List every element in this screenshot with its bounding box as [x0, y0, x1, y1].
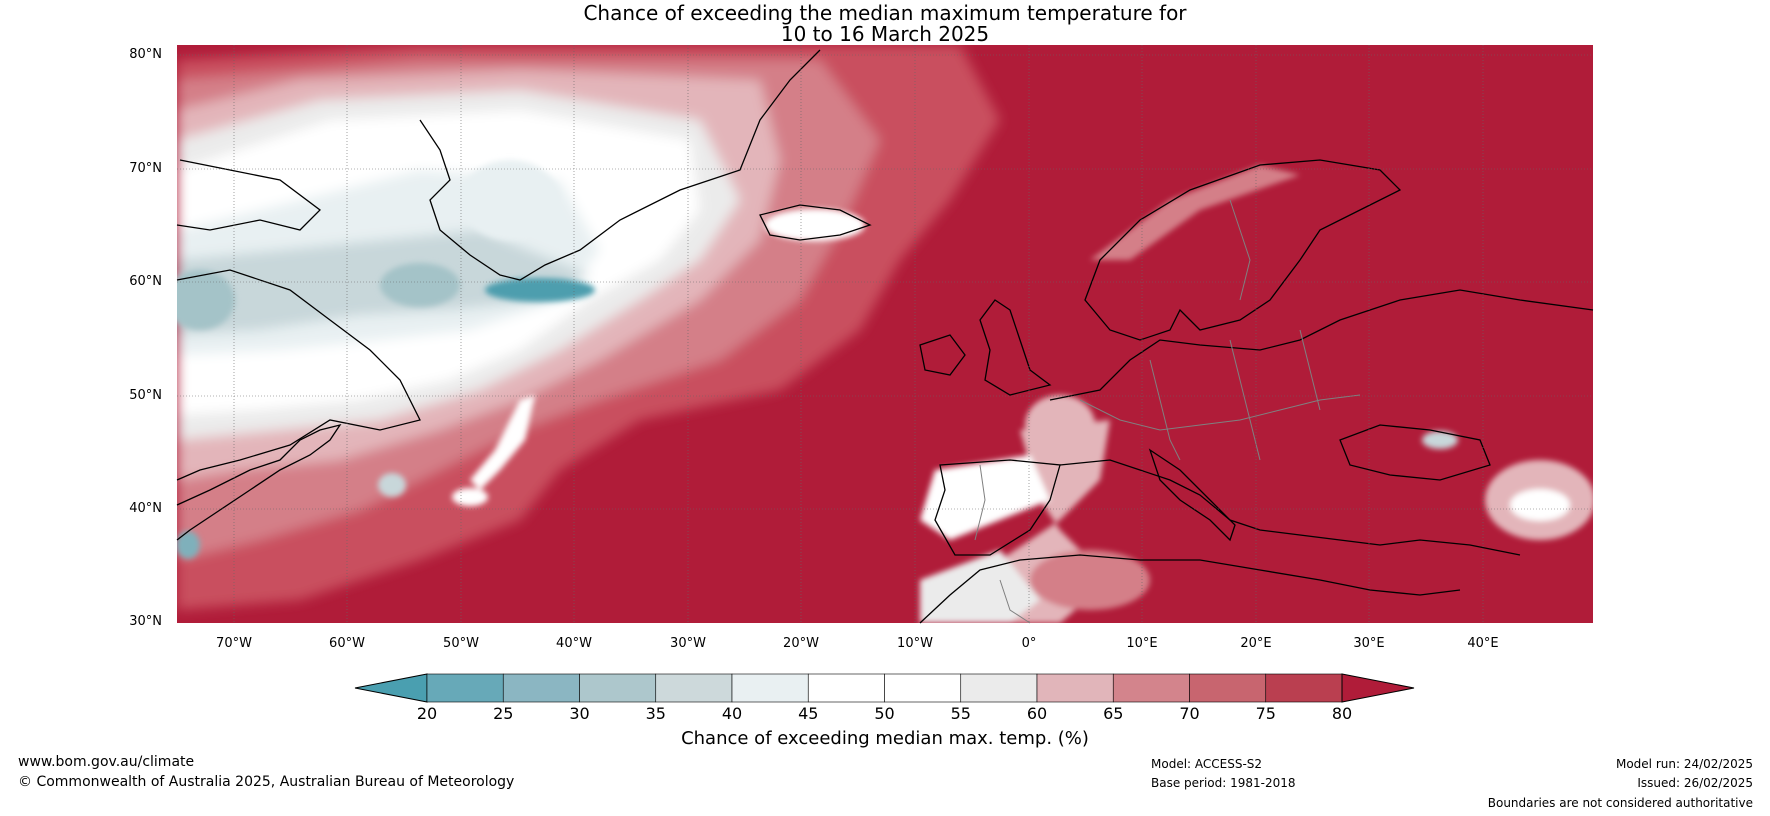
colorbar-label: Chance of exceeding median max. temp. (%…: [681, 728, 1089, 749]
map-title-line1: Chance of exceeding the median maximum t…: [583, 1, 1187, 25]
colorbar-tick-30: 30: [569, 704, 590, 723]
lon-label-40w: 40°W: [556, 636, 592, 651]
colorbar-segment-30-35: [579, 673, 657, 703]
colorbar-segment-20-25: [426, 673, 504, 703]
lat-label-50n: 50°N: [129, 388, 162, 403]
country-borders: [974, 199, 1361, 624]
field-blob-blue-sw-greenland: [380, 263, 460, 307]
lat-label-40n: 40°N: [129, 501, 162, 516]
lon-label-70w: 70°W: [216, 636, 252, 651]
colorbar-segment-70-75: [1189, 673, 1267, 703]
footer-base-period: Base period: 1981-2018: [1151, 776, 1296, 790]
footer-website: www.bom.gov.au/climate: [18, 754, 195, 770]
colorbar-tick-60: 60: [1026, 704, 1048, 723]
border-europe-2: [1149, 359, 1181, 461]
field-zone-morocco-white: [920, 550, 1040, 623]
graticule: [177, 45, 1593, 623]
border-europe-1: [1079, 394, 1361, 431]
field-blob-pink-bay-of-biscay: [1025, 395, 1095, 455]
lon-label-40e: 40°E: [1467, 636, 1499, 651]
lat-label-30n: 30°N: [129, 614, 162, 629]
field-blob-white-caucasus: [1510, 489, 1570, 521]
lon-label-10e: 10°E: [1126, 636, 1158, 651]
colorbar-tick-55: 55: [950, 704, 971, 723]
colorbar-segment-40-45: [731, 673, 809, 703]
coast-greenland: [419, 49, 821, 281]
colorbar-segment-60-65: [1036, 673, 1114, 703]
footer-model: Model: ACCESS-S2: [1151, 757, 1263, 771]
coast-black-sea: [1339, 424, 1491, 481]
coast-iceland: [759, 204, 872, 241]
colorbar-segment-45-50: [807, 673, 885, 703]
lat-label-70n: 70°N: [129, 161, 162, 176]
lon-label-60w: 60°W: [329, 636, 365, 651]
lon-label-20w: 20°W: [783, 636, 819, 651]
field-blob-white-iceland: [765, 209, 865, 241]
footer-disclaimer: Boundaries are not considered authoritat…: [1487, 796, 1753, 810]
coast-europe-mainland: [1049, 289, 1594, 401]
coast-canada-east: [176, 423, 342, 541]
coastlines: [176, 49, 1594, 624]
colorbar-tick-45: 45: [798, 704, 819, 723]
colorbar-segments: [354, 673, 1415, 703]
field-zone-norway-coast: [1090, 165, 1300, 260]
colorbar-segment-55-60: [960, 673, 1038, 703]
map-field: [177, 45, 1593, 623]
footer-issued: Issued: 26/02/2025: [1637, 776, 1753, 790]
coast-mediterranean-north: [1059, 459, 1521, 556]
lon-label-30w: 30°W: [670, 636, 706, 651]
colorbar-segment-75-80: [1265, 673, 1343, 703]
border-iberia: [974, 464, 986, 541]
coast-north-africa: [919, 554, 1461, 624]
colorbar-tick-65: 65: [1103, 704, 1124, 723]
colorbar-tick-35: 35: [645, 704, 666, 723]
border-north-africa: [999, 579, 1031, 624]
lat-label-80n: 80°N: [129, 47, 162, 62]
lon-label-30e: 30°E: [1353, 636, 1385, 651]
colorbar-tick-80: 80: [1331, 704, 1353, 723]
field-blob-pink-north-africa: [1030, 550, 1150, 610]
coast-baffin: [176, 159, 321, 231]
colorbar-extend-high: [1341, 673, 1415, 703]
coast-scandinavia: [1084, 159, 1402, 341]
colorbar-extend-low: [354, 673, 428, 703]
coast-labrador: [176, 269, 421, 481]
colorbar-tick-20: 20: [416, 704, 438, 723]
lon-label-0: 0°: [1021, 636, 1037, 651]
field-blob-blue-black-sea: [1422, 431, 1458, 449]
field-blob-blue-central-greenland: [460, 160, 560, 240]
lat-label-60n: 60°N: [129, 274, 162, 289]
colorbar-tick-50: 50: [874, 704, 895, 723]
lon-label-20e: 20°E: [1240, 636, 1272, 651]
colorbar-segment-35-40: [655, 673, 733, 703]
field-blob-blue-atlantic-3: [177, 531, 200, 559]
border-europe-4: [1299, 329, 1321, 411]
coast-ireland: [919, 334, 966, 376]
coast-iberia: [934, 459, 1061, 556]
colorbar-tick-25: 25: [493, 704, 514, 723]
border-scandinavia: [1229, 199, 1251, 301]
field-blob-blue-atlantic-1: [378, 473, 406, 497]
border-europe-3: [1229, 339, 1261, 461]
field-blob-blue-labrador: [177, 270, 235, 330]
colorbar-segment-65-70: [1112, 673, 1190, 703]
lon-label-10w: 10°W: [897, 636, 933, 651]
coast-italy: [1148, 448, 1236, 542]
colorbar-segment-50-55: [884, 673, 962, 703]
lon-label-50w: 50°W: [443, 636, 479, 651]
field-streak-white-atlantic: [470, 395, 535, 490]
colorbar-tick-40: 40: [721, 704, 743, 723]
colorbar-segment-25-30: [502, 673, 580, 703]
coast-uk: [979, 299, 1052, 396]
colorbar-tick-75: 75: [1255, 704, 1276, 723]
map-title-line2: 10 to 16 March 2025: [780, 22, 990, 46]
footer-model-run: Model run: 24/02/2025: [1615, 757, 1753, 771]
field-blob-darkblue-greenland-tip: [485, 278, 595, 302]
colorbar-tick-70: 70: [1179, 704, 1200, 723]
footer-copyright: © Commonwealth of Australia 2025, Austra…: [18, 774, 515, 790]
